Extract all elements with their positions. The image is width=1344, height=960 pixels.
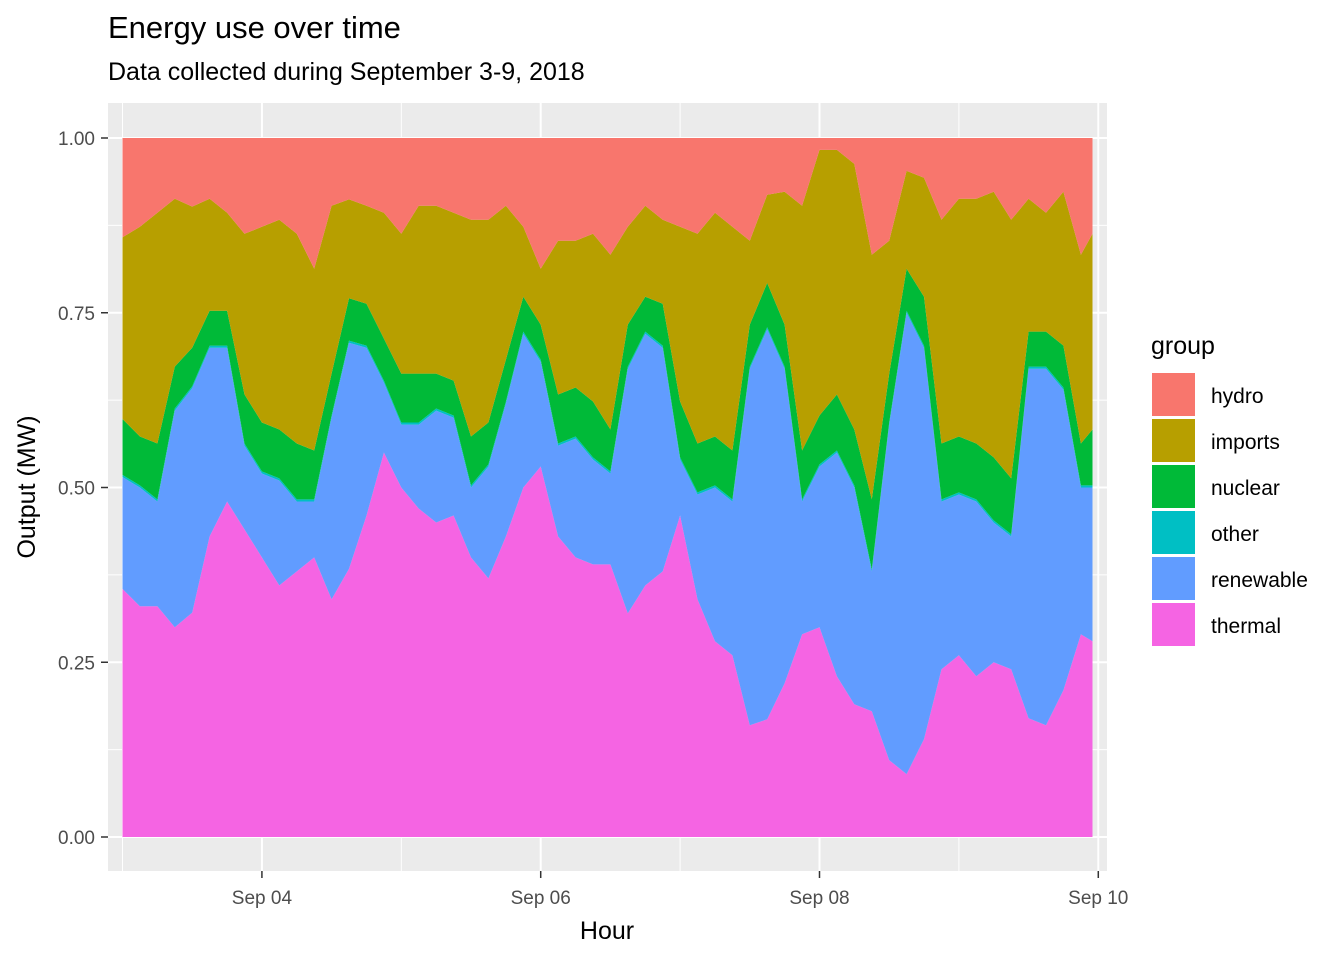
x-tick-label: Sep 06 — [511, 888, 571, 909]
y-tick-label: 0.00 — [58, 828, 95, 849]
area-thermal — [122, 452, 1093, 837]
legend-swatch-thermal — [1152, 603, 1195, 646]
area-nuclear — [122, 268, 1093, 570]
legend-label-renewable: renewable — [1211, 569, 1308, 592]
legend-label-imports: imports — [1211, 431, 1280, 454]
legend-swatch-nuclear — [1152, 465, 1195, 508]
x-axis-title: Hour — [580, 917, 634, 945]
area-hydro — [122, 138, 1093, 269]
legend-label-thermal: thermal — [1211, 615, 1281, 638]
legend: group hydro imports nuclear other renewable t… — [1151, 332, 1308, 646]
y-tick-label: 0.50 — [58, 479, 95, 500]
legend-swatch-imports — [1152, 419, 1195, 462]
area-imports — [122, 149, 1093, 500]
x-axis: Sep 04 Sep 06 Sep 08 Sep 10 — [232, 871, 1128, 909]
y-tick-label: 0.25 — [58, 653, 95, 674]
y-axis: 0.00 0.25 0.50 0.75 1.00 — [58, 129, 108, 849]
legend-title: group — [1151, 332, 1215, 360]
legend-label-hydro: hydro — [1211, 385, 1264, 408]
legend-label-nuclear: nuclear — [1211, 477, 1280, 500]
legend-swatch-other — [1152, 511, 1195, 554]
y-tick-label: 0.75 — [58, 304, 95, 325]
series-areas — [122, 138, 1093, 837]
chart-title: Energy use over time — [108, 10, 401, 45]
area-renewable — [122, 312, 1093, 775]
legend-swatch-hydro — [1152, 373, 1195, 416]
x-tick-label: Sep 10 — [1068, 888, 1128, 909]
legend-swatch-renewable — [1152, 557, 1195, 600]
chart-subtitle: Data collected during September 3-9, 201… — [108, 58, 585, 86]
x-tick-label: Sep 04 — [232, 888, 293, 909]
y-tick-label: 1.00 — [58, 129, 95, 150]
legend-label-other: other — [1211, 523, 1259, 546]
y-axis-title: Output (MW) — [13, 415, 41, 558]
x-tick-label: Sep 08 — [789, 888, 849, 909]
